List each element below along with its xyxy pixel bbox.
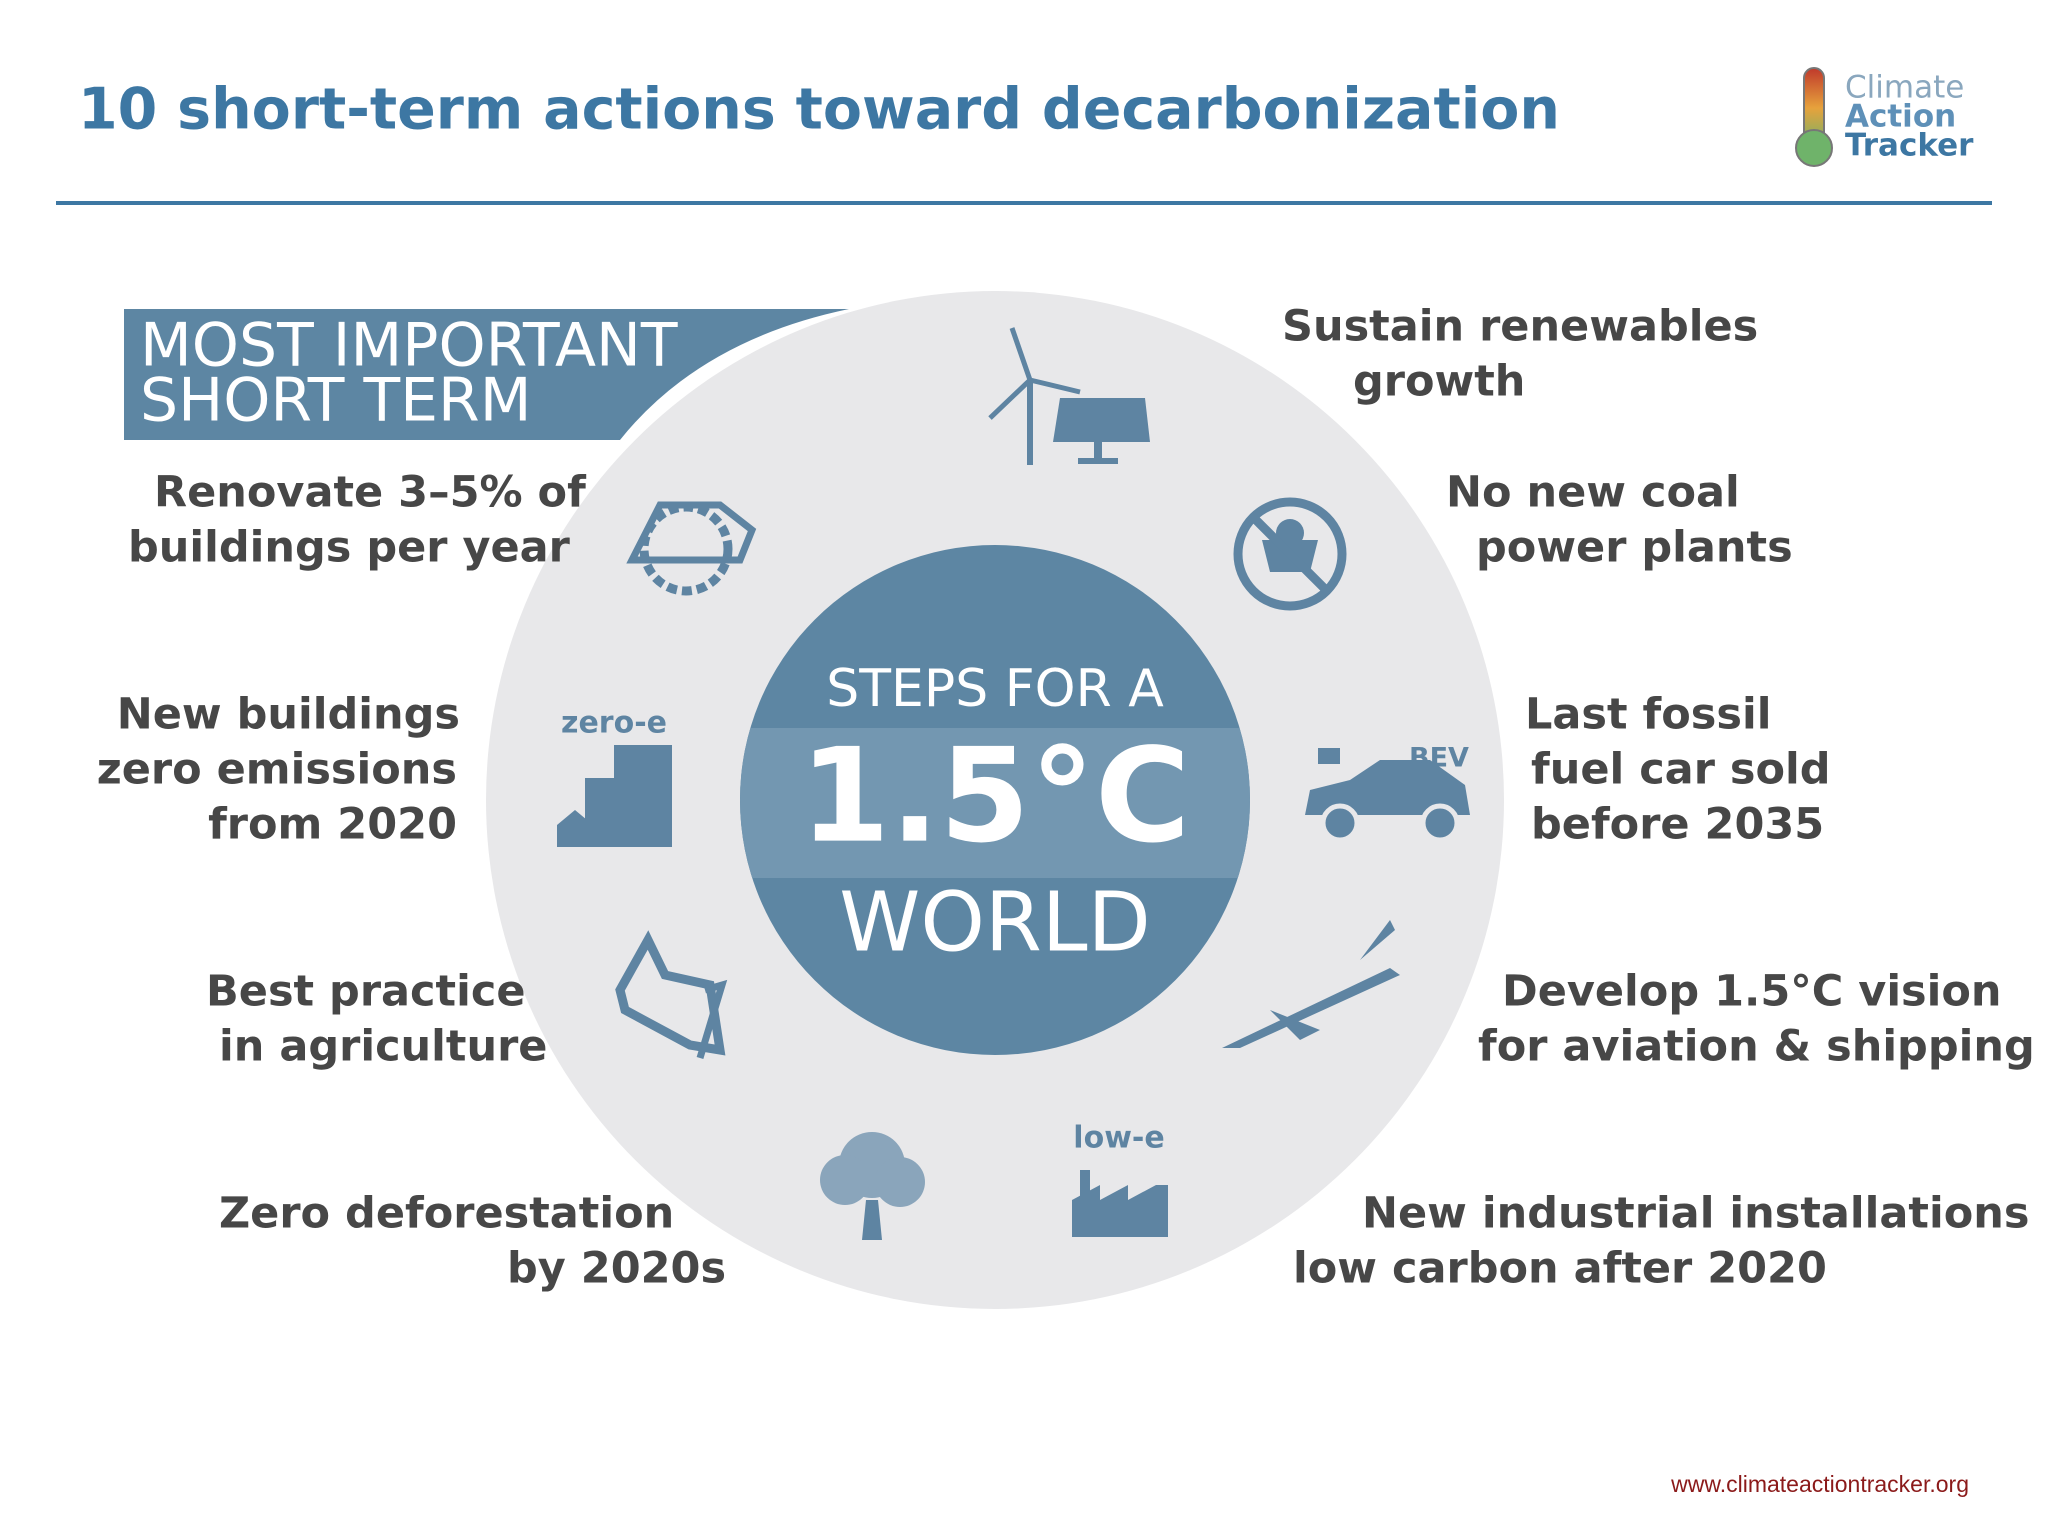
action-text: for aviation & shipping <box>1478 1022 2035 1072</box>
center-text: WORLD <box>839 875 1150 970</box>
action-text: in agriculture <box>219 1022 547 1072</box>
icon-cow <box>615 930 728 1060</box>
center-text: 1.5°C <box>800 720 1191 872</box>
icon-saw <box>626 501 757 596</box>
icon-renewables <box>988 327 1150 465</box>
badge <box>124 309 849 440</box>
action-text: Last fossil <box>1525 690 1771 740</box>
action-text: before 2035 <box>1531 800 1824 850</box>
action-text: buildings per year <box>128 523 571 573</box>
action-text: Zero deforestation <box>219 1189 674 1239</box>
icon-label: BEV <box>1409 743 1469 774</box>
action-text: New buildings <box>117 690 460 740</box>
icon-label: zero-e <box>561 706 667 741</box>
center-band <box>740 728 1250 878</box>
action-text: Develop 1.5°C vision <box>1502 967 2002 1017</box>
action-text: Sustain renewables <box>1282 302 1758 352</box>
icon-building <box>557 745 672 847</box>
badge-text: MOST IMPORTANT <box>140 311 678 381</box>
action-text: Renovate 3–5% of <box>154 468 587 518</box>
icon-no-coal <box>1233 497 1347 611</box>
logo: Climate Action Tracker <box>1795 67 1974 167</box>
badge-text: SHORT TERM <box>140 366 532 436</box>
action-text: Best practice <box>206 967 526 1017</box>
action-text: low carbon after 2020 <box>1293 1244 1827 1294</box>
icon-plane <box>1222 920 1400 1048</box>
icon-label: low-e <box>1073 1121 1164 1156</box>
icon-tree <box>820 1132 925 1240</box>
footer-url: www.climateactiontracker.org <box>1670 1471 1969 1497</box>
action-text: growth <box>1353 357 1525 407</box>
action-text: power plants <box>1476 523 1793 573</box>
action-text: No new coal <box>1446 468 1740 518</box>
logo-text: Climate <box>1845 70 1964 106</box>
action-text: New industrial installations <box>1362 1189 2029 1239</box>
icon-car <box>1305 748 1470 843</box>
logo-text: Action <box>1845 99 1956 135</box>
title: 10 short-term actions toward decarboniza… <box>78 77 1560 143</box>
icon-factory <box>1072 1170 1168 1237</box>
action-text: fuel car sold <box>1531 745 1831 795</box>
action-text: by 2020s <box>507 1244 726 1294</box>
logo-text: Tracker <box>1845 128 1974 164</box>
center-text: STEPS FOR A <box>826 659 1164 719</box>
action-text: zero emissions <box>97 745 457 795</box>
action-text: from 2020 <box>208 800 457 850</box>
